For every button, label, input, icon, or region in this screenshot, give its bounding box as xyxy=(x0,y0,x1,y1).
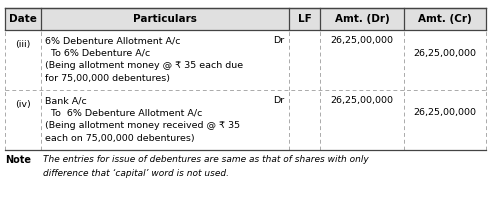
Text: each on 75,00,000 debentures): each on 75,00,000 debentures) xyxy=(45,134,195,142)
Text: (Being allotment money @ ₹ 35 each due: (Being allotment money @ ₹ 35 each due xyxy=(45,61,243,70)
Text: Amt. (Dr): Amt. (Dr) xyxy=(335,14,389,24)
Text: (iii): (iii) xyxy=(15,40,31,49)
Text: To 6% Debenture A/c: To 6% Debenture A/c xyxy=(45,49,150,58)
Text: 26,25,00,000: 26,25,00,000 xyxy=(413,108,477,118)
Text: Particulars: Particulars xyxy=(133,14,197,24)
Text: 6% Debenture Allotment A/c: 6% Debenture Allotment A/c xyxy=(45,36,181,45)
Text: Note: Note xyxy=(5,155,31,165)
Text: 26,25,00,000: 26,25,00,000 xyxy=(330,96,394,105)
Text: To  6% Debenture Allotment A/c: To 6% Debenture Allotment A/c xyxy=(45,108,202,118)
Text: 26,25,00,000: 26,25,00,000 xyxy=(413,49,477,58)
Bar xyxy=(5,8,486,30)
Text: LF: LF xyxy=(298,14,311,24)
Text: Bank A/c: Bank A/c xyxy=(45,96,87,105)
Text: 26,25,00,000: 26,25,00,000 xyxy=(330,36,394,45)
Text: The entries for issue of debentures are same as that of shares with only: The entries for issue of debentures are … xyxy=(43,155,369,164)
Text: for 75,00,000 debentures): for 75,00,000 debentures) xyxy=(45,73,170,82)
Text: Amt. (Cr): Amt. (Cr) xyxy=(418,14,472,24)
Text: Dr: Dr xyxy=(273,36,285,45)
Text: Dr: Dr xyxy=(273,96,285,105)
Text: (Being allotment money received @ ₹ 35: (Being allotment money received @ ₹ 35 xyxy=(45,121,240,130)
Text: Date: Date xyxy=(9,14,37,24)
Text: (iv): (iv) xyxy=(15,100,31,109)
Text: difference that ‘capital’ word is not used.: difference that ‘capital’ word is not us… xyxy=(43,168,229,177)
